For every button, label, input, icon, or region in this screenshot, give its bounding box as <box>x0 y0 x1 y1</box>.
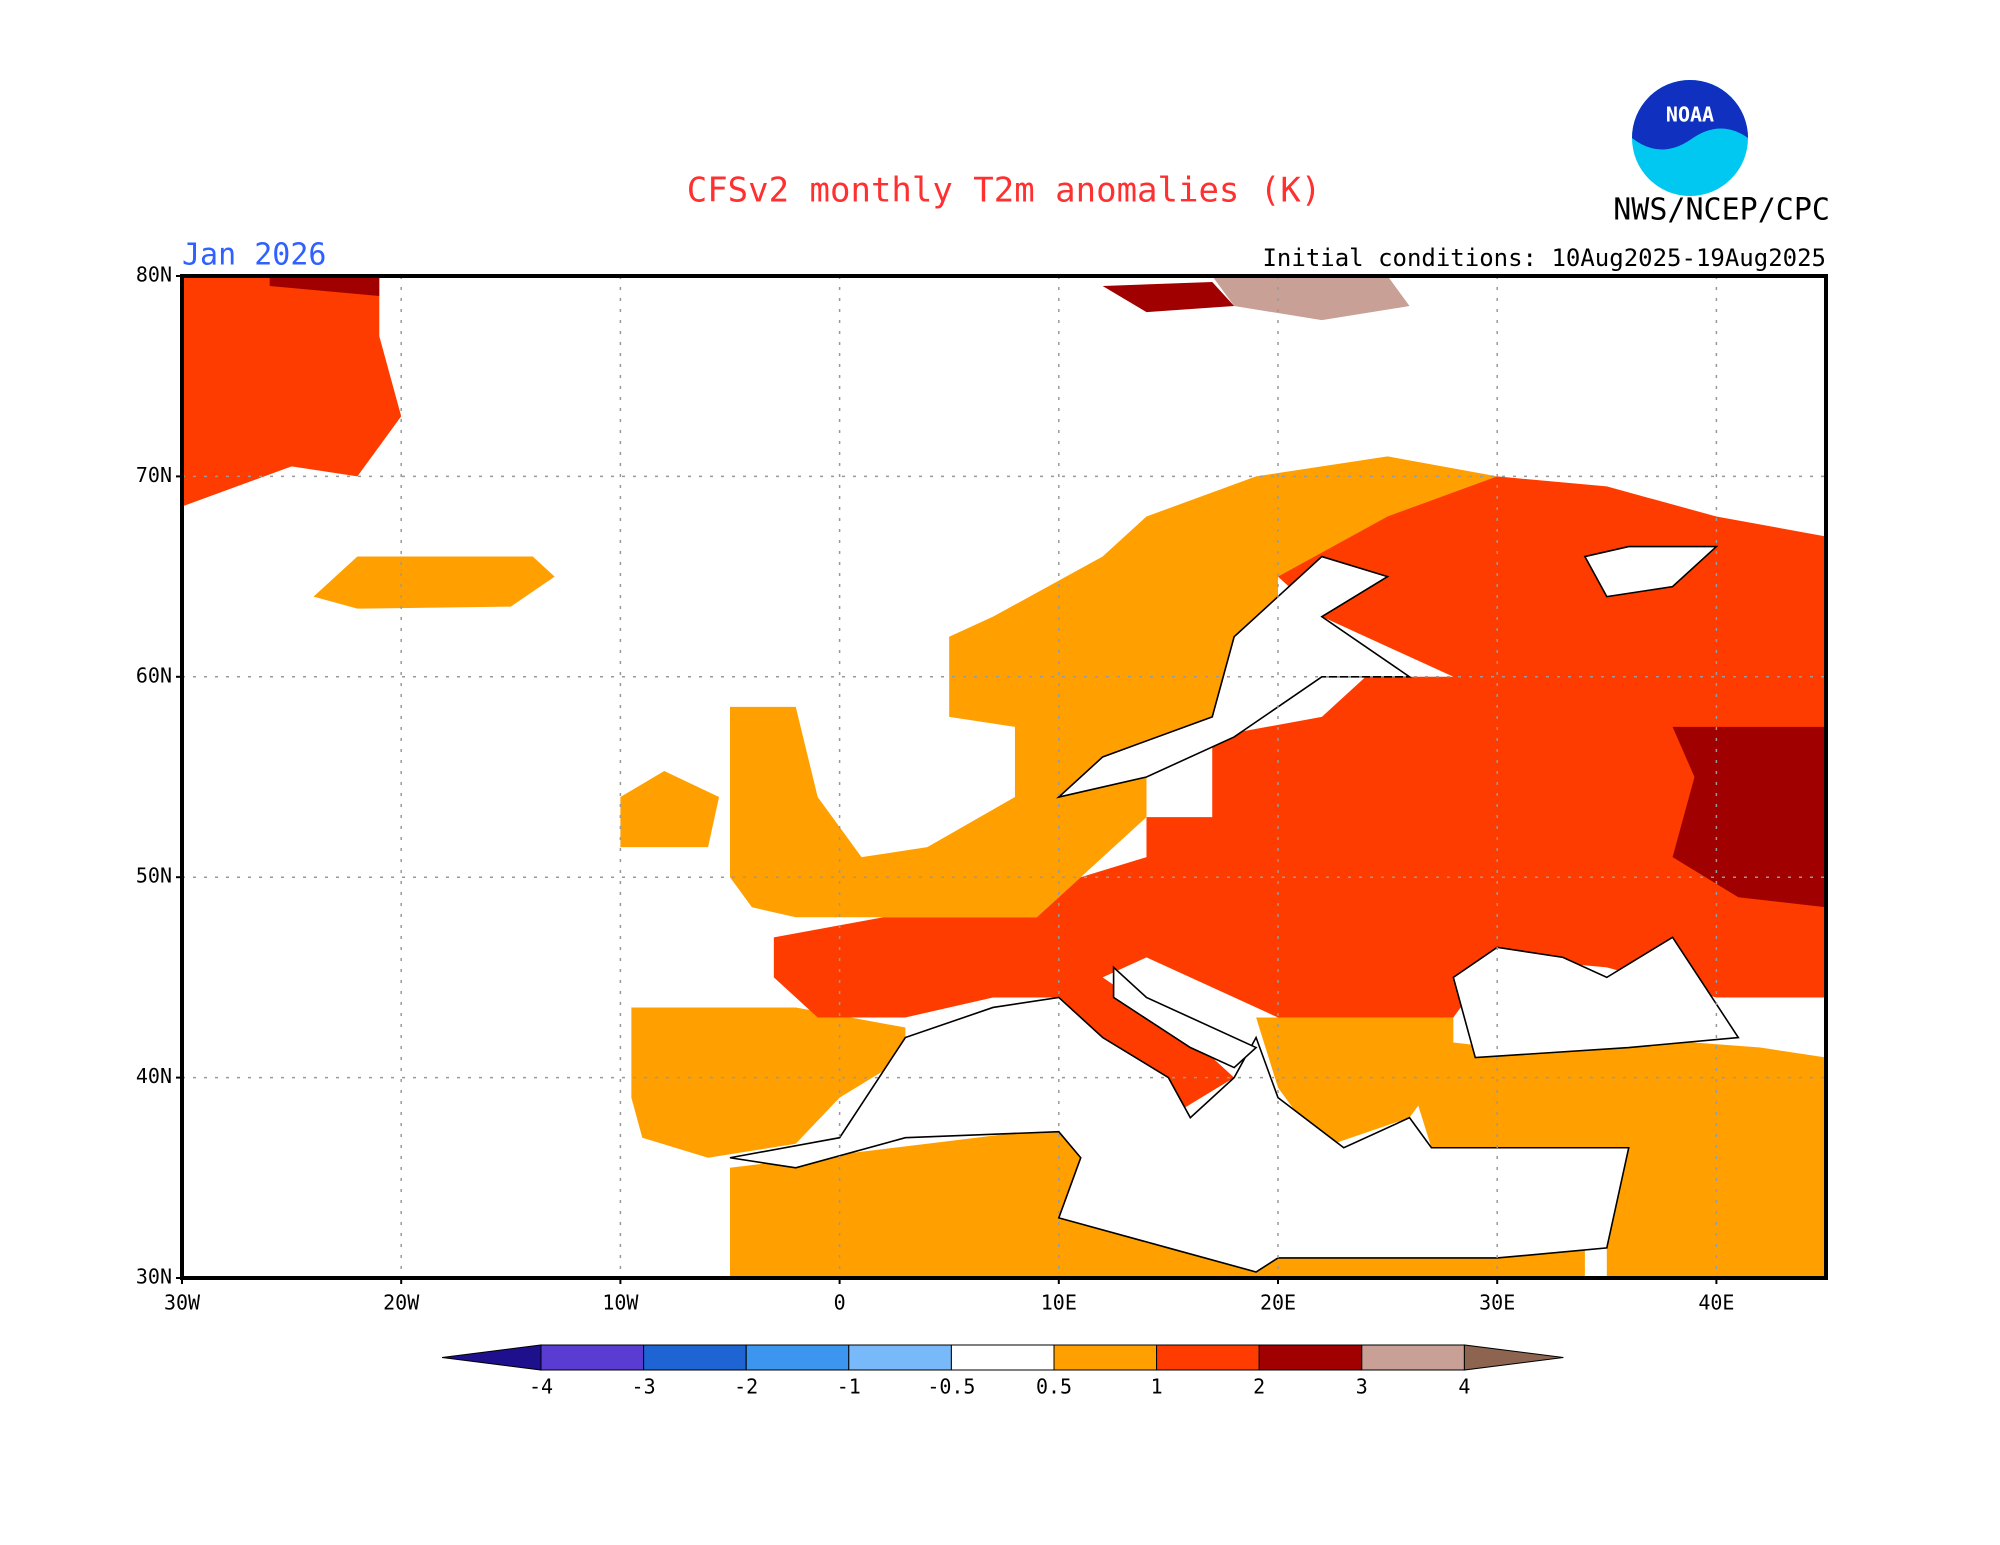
map <box>176 274 1828 1284</box>
x-tick-label: 20E <box>1260 1291 1296 1315</box>
colorbar-label: -1 <box>837 1375 861 1399</box>
colorbar-arrow <box>441 1344 542 1371</box>
colorbar-bin <box>848 1344 952 1371</box>
colorbar-bin <box>1361 1344 1465 1371</box>
x-tick-label: 10W <box>602 1291 639 1315</box>
y-tick-label: 30N <box>136 1265 172 1289</box>
y-tick-label: 60N <box>136 663 172 687</box>
colorbar-label: 3 <box>1356 1375 1368 1399</box>
colorbar-bin <box>745 1344 850 1371</box>
colorbar-label: -4 <box>529 1375 553 1399</box>
x-tick-label: 20W <box>383 1291 420 1315</box>
anomaly-field <box>181 275 1826 1278</box>
logo-text: NOAA <box>1666 103 1714 127</box>
title: CFSv2 monthly T2m anomalies (K) <box>687 171 1322 211</box>
colorbar-bin <box>540 1344 645 1371</box>
x-tick-label: 0 <box>834 1291 846 1315</box>
y-tick-label: 40N <box>136 1064 172 1088</box>
y-tick-label: 80N <box>136 263 172 287</box>
agency: NWS/NCEP/CPC <box>1613 193 1830 228</box>
colorbar-label: -0.5 <box>927 1375 975 1399</box>
x-tick-label: 10E <box>1041 1291 1077 1315</box>
map-frame <box>180 274 1828 1280</box>
colorbar-bin <box>950 1344 1055 1371</box>
colorbar-bin <box>1053 1344 1158 1371</box>
colorbar-arrow <box>1463 1344 1564 1371</box>
colorbar-label: 4 <box>1458 1375 1470 1399</box>
x-tick-label: 40E <box>1698 1291 1734 1315</box>
x-tick-label: 30W <box>164 1291 201 1315</box>
initial-conditions: Initial conditions: 10Aug2025-19Aug2025 <box>1262 244 1826 272</box>
colorbar-bin <box>1156 1344 1260 1371</box>
colorbar-label: -3 <box>632 1375 656 1399</box>
y-tick-label: 50N <box>136 864 172 888</box>
colorbar: -4 -3 -2 -1 -0.5 0.5 1 2 3 4 <box>441 1344 1564 1399</box>
colorbar-label: 0.5 <box>1036 1375 1072 1399</box>
y-tick-label: 70N <box>136 463 172 487</box>
colorbar-label: -2 <box>734 1375 758 1399</box>
x-tick-label: 30E <box>1479 1291 1515 1315</box>
noaa-logo: NOAA <box>1632 80 1748 196</box>
colorbar-label: 1 <box>1151 1375 1163 1399</box>
colorbar-label: 2 <box>1253 1375 1265 1399</box>
colorbar-bin <box>643 1344 747 1371</box>
month: Jan 2026 <box>182 238 327 273</box>
colorbar-bin <box>1258 1344 1363 1371</box>
